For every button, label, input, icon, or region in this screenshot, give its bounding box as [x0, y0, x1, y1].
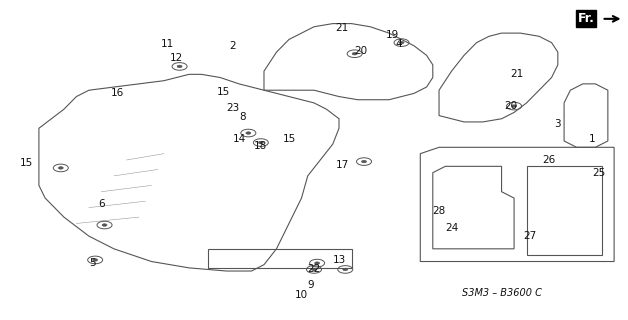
Text: 3: 3: [555, 118, 561, 129]
Text: 19: 19: [386, 30, 399, 40]
Text: Fr.: Fr.: [578, 12, 595, 25]
Circle shape: [315, 262, 320, 264]
Text: 5: 5: [89, 258, 95, 268]
Text: 2: 2: [229, 41, 236, 51]
Text: 12: 12: [170, 53, 183, 63]
Text: 8: 8: [239, 112, 246, 122]
Text: 27: 27: [523, 231, 536, 241]
Circle shape: [362, 160, 367, 163]
Text: 17: 17: [335, 160, 349, 170]
Text: 28: 28: [433, 206, 446, 216]
Text: 4: 4: [395, 39, 402, 49]
Text: 26: 26: [542, 155, 555, 165]
Text: 21: 21: [511, 69, 524, 79]
Text: S3M3 – B3600 C: S3M3 – B3600 C: [462, 288, 541, 298]
Text: 14: 14: [232, 134, 246, 144]
Text: 1: 1: [589, 134, 595, 144]
Text: 15: 15: [217, 87, 230, 97]
Text: 13: 13: [332, 255, 345, 265]
Circle shape: [258, 141, 263, 144]
Circle shape: [93, 259, 98, 261]
Text: 11: 11: [160, 39, 174, 49]
Text: 23: 23: [226, 103, 239, 113]
Text: 20: 20: [504, 101, 517, 111]
Text: 10: 10: [295, 290, 308, 300]
Text: 6: 6: [98, 199, 105, 209]
Text: 20: 20: [354, 45, 367, 56]
Text: 16: 16: [111, 88, 124, 98]
Circle shape: [352, 52, 357, 55]
Text: 15: 15: [19, 158, 33, 168]
Text: 22: 22: [307, 264, 321, 275]
Circle shape: [343, 268, 348, 271]
Text: 25: 25: [592, 168, 605, 178]
Circle shape: [177, 65, 182, 68]
Circle shape: [512, 105, 517, 107]
Circle shape: [311, 268, 317, 271]
Text: 24: 24: [445, 223, 458, 233]
Circle shape: [246, 132, 251, 134]
Text: 21: 21: [335, 23, 349, 33]
Circle shape: [399, 41, 404, 44]
Circle shape: [102, 224, 107, 226]
Text: 15: 15: [283, 134, 296, 144]
Text: 9: 9: [308, 280, 314, 290]
Text: 18: 18: [254, 141, 268, 151]
Circle shape: [58, 167, 63, 169]
